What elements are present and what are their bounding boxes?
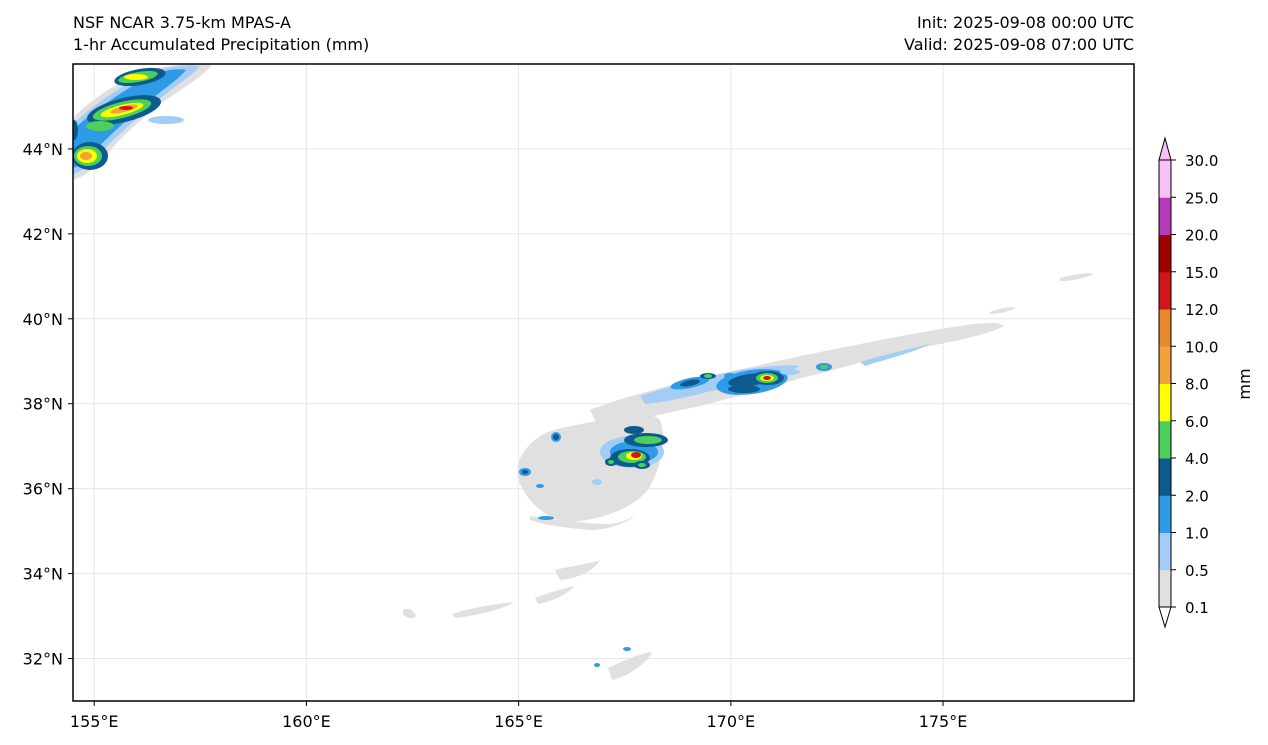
precip-cyclone-core (403, 412, 668, 680)
colorbar: 0.1 0.5 1.0 2.0 4.0 6.0 8.0 10.0 12.0 15.0 20.0 25.… (1158, 136, 1218, 629)
colorbar-swatch (1159, 458, 1171, 496)
lon-tick-label: 170°E (706, 712, 755, 731)
colorbar-tick-label: 4.0 (1185, 450, 1209, 468)
colorbar-swatch (1159, 495, 1171, 533)
init-time: Init: 2025-09-08 00:00 UTC (916, 13, 1134, 32)
colorbar-tick-label: 2.0 (1185, 487, 1209, 505)
valid-time: Valid: 2025-09-08 07:00 UTC (903, 35, 1134, 54)
precip-field (73, 64, 1094, 680)
lon-tick-label: 165°E (494, 712, 543, 731)
gridlines (73, 64, 1134, 701)
colorbar-tick-label: 12.0 (1185, 301, 1218, 319)
lat-tick-label: 34°N (23, 565, 63, 584)
colorbar-swatch (1159, 271, 1171, 310)
colorbar-unit-label: mm (1235, 368, 1254, 399)
colorbar-swatch (1159, 420, 1171, 459)
lat-tick-label: 36°N (23, 480, 63, 499)
colorbar-tick-label: 30.0 (1185, 152, 1218, 170)
precip-band-northwest (73, 64, 212, 180)
lat-tick-label: 38°N (23, 395, 63, 414)
colorbar-tick-label: 25.0 (1185, 189, 1218, 207)
axis-ticks: 155°E 160°E 165°E 170°E 175°E 32°N 34°N 36°N 38°… (23, 140, 968, 731)
model-title: NSF NCAR 3.75-km MPAS-A (73, 13, 291, 32)
colorbar-tick-label: 6.0 (1185, 413, 1209, 431)
colorbar-swatch (1159, 309, 1171, 347)
colorbar-extend-min (1158, 606, 1172, 629)
lon-tick-label: 155°E (70, 712, 119, 731)
lat-tick-label: 40°N (23, 310, 63, 329)
field-title: 1-hr Accumulated Precipitation (mm) (73, 35, 370, 54)
colorbar-tick-label: 10.0 (1185, 338, 1218, 356)
colorbar-swatch (1159, 346, 1171, 384)
colorbar-tick-label: 1.0 (1185, 525, 1209, 543)
lat-tick-label: 42°N (23, 225, 63, 244)
lat-tick-label: 44°N (23, 140, 63, 159)
colorbar-extend-max (1158, 136, 1172, 161)
colorbar-swatch (1159, 383, 1171, 422)
colorbar-tick-label: 8.0 (1185, 376, 1209, 394)
lat-tick-label: 32°N (23, 650, 63, 669)
colorbar-swatch (1159, 160, 1171, 198)
colorbar-swatch (1159, 234, 1171, 273)
colorbar-tick-label: 20.0 (1185, 227, 1218, 245)
colorbar-swatch (1159, 569, 1171, 608)
precip-band-frontal (590, 273, 1094, 430)
colorbar-swatch (1159, 197, 1171, 235)
colorbar-tick-label: 0.1 (1185, 599, 1209, 617)
colorbar-swatch (1159, 532, 1171, 571)
colorbar-tick-label: 0.5 (1185, 562, 1209, 580)
map-frame (72, 63, 1135, 702)
lon-tick-label: 160°E (282, 712, 331, 731)
lon-tick-label: 175°E (919, 712, 968, 731)
colorbar-tick-label: 15.0 (1185, 264, 1218, 282)
